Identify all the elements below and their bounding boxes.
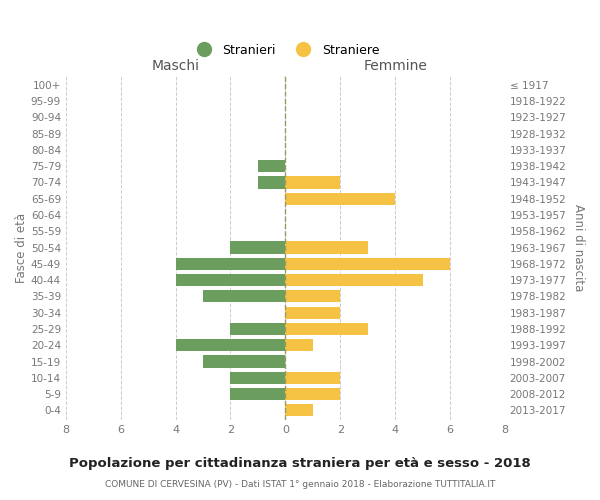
Text: Maschi: Maschi [152,60,200,74]
Bar [176,339,286,351]
Bar [286,258,450,270]
Text: Femmine: Femmine [363,60,427,74]
Bar [286,323,368,335]
Bar [203,290,286,302]
Bar [286,306,340,319]
Bar [230,323,286,335]
Y-axis label: Anni di nascita: Anni di nascita [572,204,585,291]
Bar [286,242,368,254]
Bar [230,388,286,400]
Bar [258,160,286,172]
Bar [176,258,286,270]
Bar [286,192,395,205]
Bar [258,176,286,188]
Bar [286,388,340,400]
Bar [230,372,286,384]
Bar [286,176,340,188]
Bar [230,242,286,254]
Bar [286,290,340,302]
Bar [286,372,340,384]
Legend: Stranieri, Straniere: Stranieri, Straniere [187,40,383,60]
Bar [286,274,422,286]
Bar [286,339,313,351]
Text: Popolazione per cittadinanza straniera per età e sesso - 2018: Popolazione per cittadinanza straniera p… [69,458,531,470]
Bar [203,356,286,368]
Bar [286,404,313,416]
Bar [176,274,286,286]
Text: COMUNE DI CERVESINA (PV) - Dati ISTAT 1° gennaio 2018 - Elaborazione TUTTITALIA.: COMUNE DI CERVESINA (PV) - Dati ISTAT 1°… [105,480,495,489]
Y-axis label: Fasce di età: Fasce di età [15,212,28,282]
